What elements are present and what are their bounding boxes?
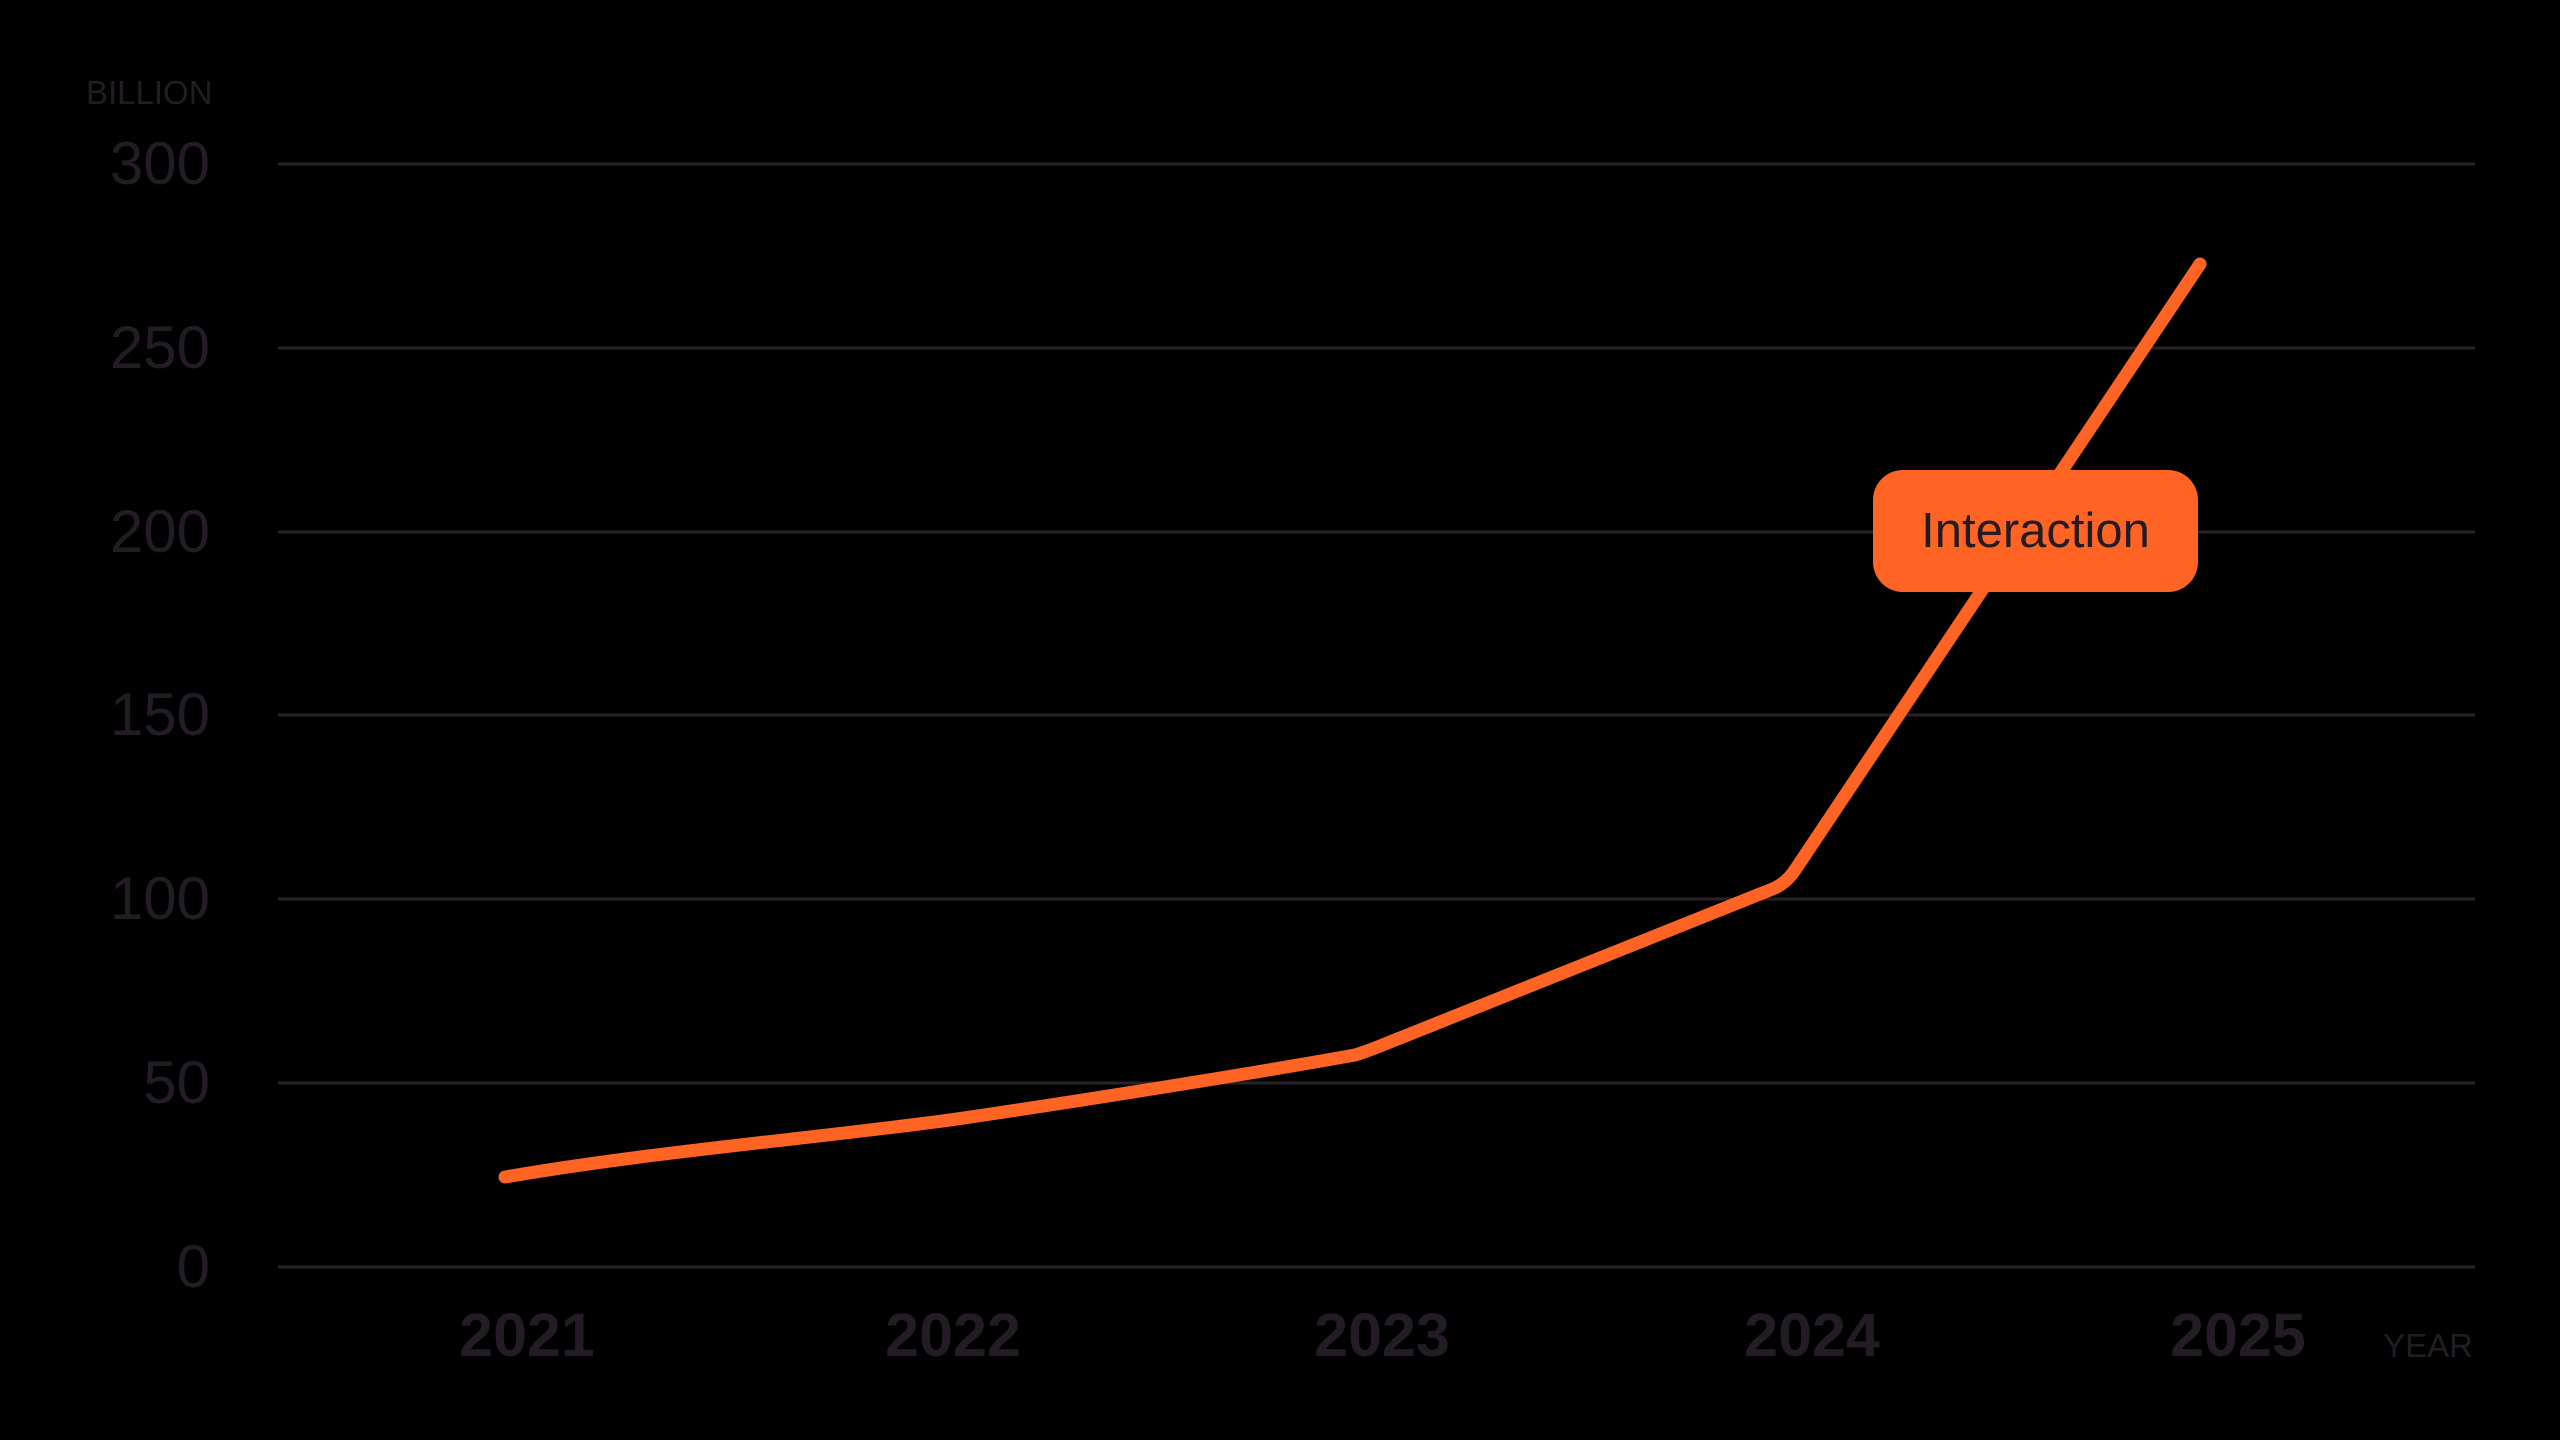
x-tick-2021: 2021 bbox=[459, 1301, 595, 1369]
y-axis-unit-label: BILLION bbox=[86, 74, 213, 111]
series-callout-badge: Interaction bbox=[1873, 470, 2198, 592]
y-tick-150: 150 bbox=[109, 681, 210, 748]
x-tick-2022: 2022 bbox=[885, 1301, 1021, 1369]
y-tick-100: 100 bbox=[109, 865, 210, 932]
y-tick-300: 300 bbox=[109, 130, 210, 197]
x-tick-2024: 2024 bbox=[1744, 1301, 1880, 1369]
x-axis-unit-label: YEAR bbox=[2383, 1327, 2473, 1364]
x-tick-2023: 2023 bbox=[1314, 1301, 1450, 1369]
y-tick-50: 50 bbox=[143, 1049, 210, 1116]
series-callout-label: Interaction bbox=[1921, 504, 2150, 558]
x-tick-2025: 2025 bbox=[2170, 1301, 2306, 1369]
y-tick-200: 200 bbox=[109, 498, 210, 565]
y-tick-0: 0 bbox=[176, 1233, 210, 1300]
gridlines bbox=[278, 162, 2475, 1269]
series-line-interaction bbox=[498, 257, 2207, 1184]
y-tick-250: 250 bbox=[109, 314, 210, 381]
